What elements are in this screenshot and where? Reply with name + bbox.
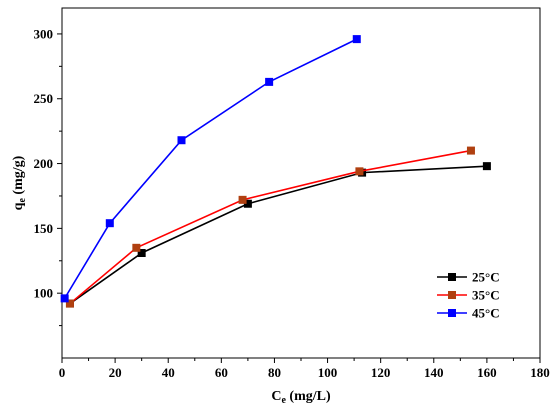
legend-label: 35°C bbox=[472, 288, 500, 303]
data-point bbox=[265, 77, 274, 86]
y-tick-label: 100 bbox=[34, 286, 54, 301]
data-point bbox=[132, 243, 141, 252]
data-point bbox=[238, 195, 247, 204]
y-tick-label: 150 bbox=[34, 221, 54, 236]
data-point bbox=[60, 294, 69, 303]
data-point bbox=[243, 199, 252, 208]
legend: 25°C 35°C 45°C bbox=[432, 266, 520, 324]
x-axis-title-unit: (mg/L) bbox=[286, 389, 331, 404]
x-tick-label: 60 bbox=[215, 365, 228, 380]
series-line bbox=[69, 165, 487, 305]
data-point bbox=[466, 146, 475, 155]
series-line bbox=[63, 38, 358, 299]
data-point bbox=[65, 299, 74, 308]
legend-label: 25°C bbox=[472, 270, 500, 285]
x-tick-label: 40 bbox=[162, 365, 175, 380]
data-point bbox=[482, 162, 491, 171]
series-group bbox=[60, 35, 491, 308]
legend-swatch-marker bbox=[448, 309, 456, 317]
data-point bbox=[177, 136, 186, 145]
series-line bbox=[69, 149, 472, 305]
x-tick-label: 160 bbox=[477, 365, 497, 380]
legend-swatch-marker bbox=[448, 291, 456, 299]
x-tick-label: 80 bbox=[268, 365, 281, 380]
axis-ticks: 0 20 40 60 80 100 120 140 160 180 100 150 200 250 300 bbox=[34, 26, 550, 380]
x-tick-label: 20 bbox=[109, 365, 122, 380]
y-axis-title-sub: e bbox=[17, 198, 28, 203]
x-tick-label: 0 bbox=[59, 365, 66, 380]
x-tick-label: 140 bbox=[424, 365, 444, 380]
x-axis-title: Ce (mg/L) bbox=[271, 389, 331, 406]
legend-swatch-marker bbox=[448, 273, 456, 281]
y-tick-label: 200 bbox=[34, 156, 54, 171]
legend-label: 45°C bbox=[472, 306, 500, 321]
y-axis-title-main: q bbox=[11, 202, 26, 210]
x-axis-title-sub: e bbox=[281, 395, 286, 406]
y-axis-title: qe (mg/g) bbox=[11, 155, 28, 210]
x-tick-label: 120 bbox=[371, 365, 391, 380]
x-tick-label: 100 bbox=[318, 365, 338, 380]
x-tick-label: 180 bbox=[530, 365, 550, 380]
series-3 bbox=[60, 35, 361, 303]
data-point bbox=[355, 167, 364, 176]
data-point bbox=[137, 249, 146, 257]
y-tick-label: 250 bbox=[34, 91, 54, 106]
data-point bbox=[352, 35, 361, 44]
y-tick-label: 300 bbox=[34, 26, 54, 41]
y-axis-title-unit: (mg/g) bbox=[11, 155, 26, 198]
series-1 bbox=[65, 162, 491, 308]
x-axis-title-main: C bbox=[271, 389, 281, 404]
data-point bbox=[105, 219, 114, 228]
series-2 bbox=[65, 146, 475, 308]
